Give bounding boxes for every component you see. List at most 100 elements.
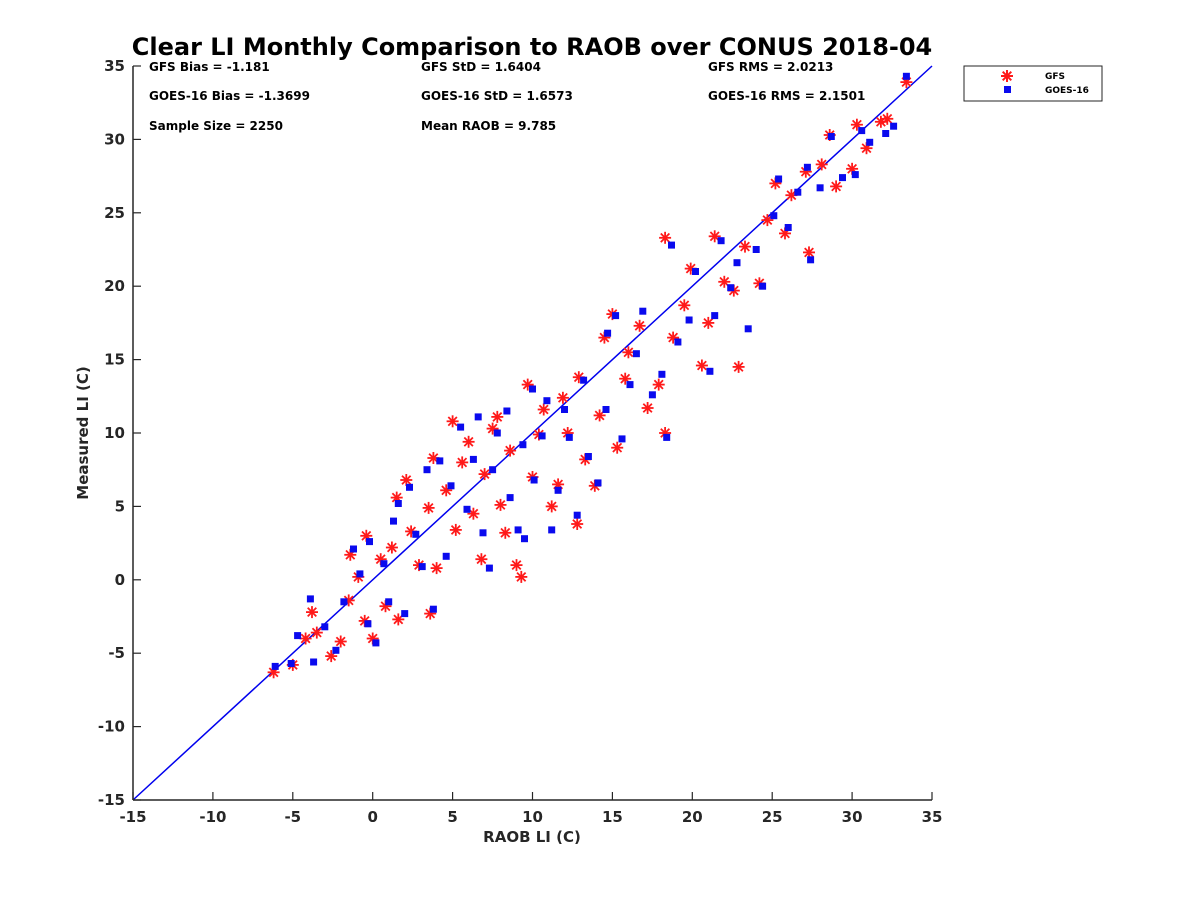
- goes16-point: [759, 282, 767, 290]
- gfs-point: [334, 635, 347, 648]
- y-tick-label: 5: [115, 497, 125, 515]
- goes16-point: [733, 259, 741, 267]
- stat-sample-size: Sample Size = 2250: [149, 119, 283, 133]
- goes16-point: [364, 620, 372, 628]
- goes16-point: [310, 658, 318, 666]
- y-tick-label: -10: [98, 718, 125, 736]
- x-tick-label: 25: [762, 808, 783, 826]
- goes16-point: [366, 538, 373, 546]
- x-tick-label: -10: [199, 808, 226, 826]
- gfs-point: [761, 214, 774, 227]
- goes16-point: [612, 312, 620, 320]
- goes16-point: [882, 130, 890, 137]
- legend: GFS GOES-16: [963, 65, 1103, 102]
- goes16-point: [401, 610, 409, 618]
- goes16-point: [602, 406, 610, 413]
- goes16-point: [406, 483, 413, 491]
- legend-gfs-marker: [1001, 70, 1013, 82]
- stat-gfs-bias: GFS Bias = -1.181: [149, 60, 270, 74]
- stat-gfs-rms: GFS RMS = 2.0213: [708, 60, 833, 74]
- goes16-point: [442, 552, 450, 560]
- goes16-point: [493, 429, 501, 437]
- goes16-point: [418, 563, 426, 571]
- gfs-point: [306, 606, 318, 619]
- y-tick-label: -5: [108, 644, 125, 662]
- goes16-point: [356, 570, 364, 578]
- goes16-point: [618, 435, 626, 443]
- goes16-point: [390, 517, 397, 525]
- gfs-point: [537, 403, 550, 416]
- goes16-point: [775, 175, 783, 183]
- goes16-point: [858, 127, 866, 135]
- goes16-point: [573, 511, 581, 519]
- goes16-point: [543, 397, 551, 405]
- x-tick-label: 30: [842, 808, 863, 826]
- gfs-point: [815, 158, 828, 171]
- y-tick-label: 25: [104, 204, 125, 222]
- gfs-point: [462, 435, 475, 448]
- goes16-point: [457, 423, 465, 431]
- goes16-point: [514, 526, 522, 534]
- x-tick-label: 35: [922, 808, 943, 826]
- goes16-point: [489, 466, 497, 474]
- goes16-point: [485, 564, 493, 572]
- gfs-point: [515, 570, 528, 583]
- goes16-point: [744, 325, 752, 333]
- goes16-point: [565, 433, 573, 441]
- stats-block: GFS Bias = -1.181 GFS StD = 1.6404 GFS R…: [149, 60, 865, 133]
- goes16-point: [711, 312, 719, 320]
- goes16-point: [648, 391, 656, 399]
- goes16-point: [503, 407, 511, 415]
- gfs-point: [881, 112, 894, 125]
- goes16-point: [561, 406, 568, 413]
- goes16-point: [827, 133, 835, 140]
- goes16-point: [394, 500, 402, 507]
- goes16-point: [752, 246, 760, 253]
- goes16-point: [380, 560, 388, 568]
- goes16-point: [469, 455, 477, 463]
- goes16-point: [287, 660, 295, 667]
- gfs-point: [641, 402, 654, 414]
- goes16-point: [479, 529, 487, 537]
- gfs-point: [310, 626, 323, 639]
- stat-goes-bias: GOES-16 Bias = -1.3699: [149, 89, 310, 103]
- goes16-point: [519, 441, 527, 449]
- gfs-point: [611, 441, 624, 454]
- gfs-point: [619, 372, 632, 385]
- gfs-point: [667, 331, 680, 344]
- legend-goes16-marker: [1004, 86, 1011, 93]
- goes16-point: [604, 329, 612, 337]
- gfs-point: [545, 500, 558, 513]
- gfs-point: [392, 613, 405, 626]
- series-gfs: [267, 76, 913, 679]
- y-tick-label: 20: [104, 277, 125, 295]
- goes16-point: [332, 646, 340, 654]
- legend-box: [963, 65, 1103, 102]
- one-to-one-line: [132, 65, 933, 801]
- gfs-point: [494, 498, 507, 511]
- goes16-point: [474, 413, 482, 421]
- y-tick-label: -15: [98, 791, 125, 809]
- y-tick-label: 15: [104, 351, 125, 369]
- gfs-point: [652, 378, 665, 391]
- gfs-point: [556, 391, 569, 404]
- goes16-point: [340, 598, 348, 606]
- goes16-point: [626, 381, 634, 389]
- y-tick-label: 0: [115, 571, 125, 589]
- goes16-point: [632, 350, 640, 358]
- gfs-point: [695, 359, 708, 372]
- gfs-point: [659, 231, 672, 244]
- goes16-point: [839, 174, 846, 182]
- goes16-point: [463, 505, 471, 513]
- goes16-point: [866, 138, 874, 146]
- x-tick-label: -15: [119, 808, 146, 826]
- goes16-point: [902, 72, 910, 80]
- goes16-point: [372, 639, 380, 647]
- gfs-point: [708, 230, 721, 243]
- gfs-point: [732, 360, 745, 373]
- goes16-point: [784, 224, 792, 231]
- goes16-point: [580, 376, 588, 384]
- gfs-point: [702, 316, 715, 329]
- gfs-point: [622, 346, 635, 359]
